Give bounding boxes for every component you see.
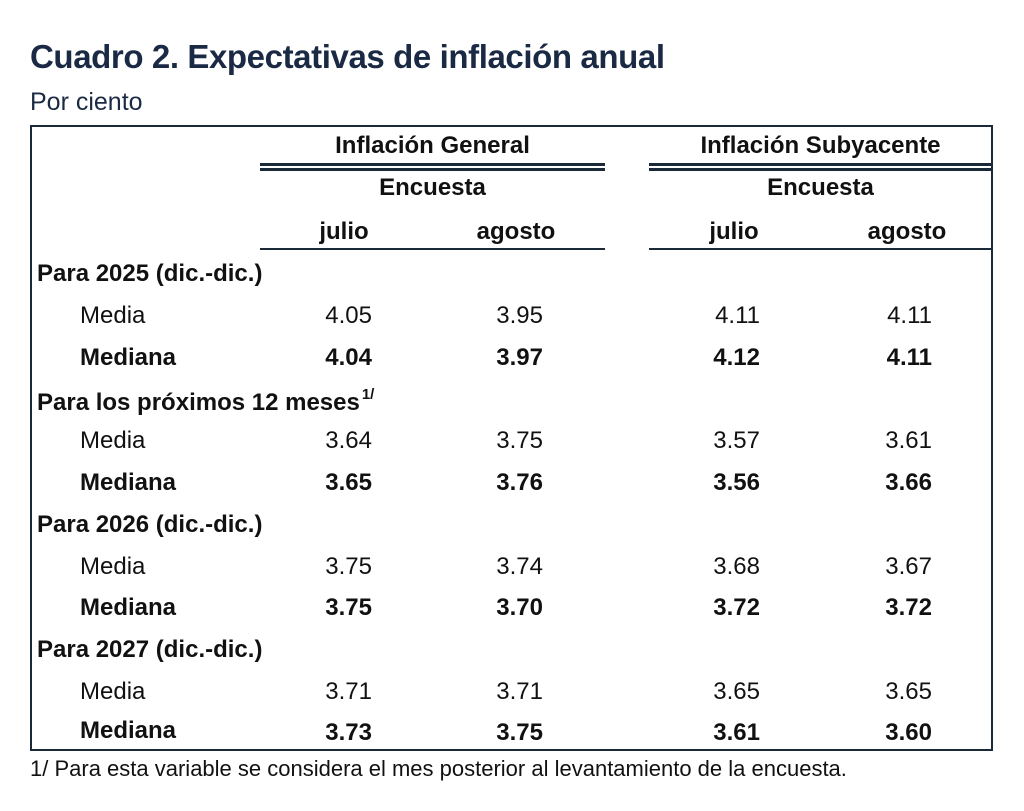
footnote: 1/ Para esta variable se considera el me… [30,756,847,781]
table-cell: 3.75 [325,594,372,621]
table-cell: 3.97 [496,344,543,371]
survey-header-general: Encuesta [379,174,486,201]
section-label-text: Para 2027 (dic.-dic.) [37,636,263,663]
month-divider-general [260,248,605,250]
table-cell: 4.11 [715,302,760,329]
survey-header-core: Encuesta [767,174,874,201]
table-cell: 3.65 [885,678,932,705]
row-label: Mediana [80,594,177,621]
table-cell: 3.61 [885,427,932,454]
table-cell: 3.64 [325,427,372,454]
month-header-core-julio: julio [709,218,759,245]
table-cell: 3.75 [496,719,543,746]
row-label: Media [80,678,146,705]
group-header-general: Inflación General [335,132,530,159]
table-cell: 3.75 [496,427,543,454]
table-cell: 3.60 [885,719,932,746]
month-header-general-agosto: agosto [476,218,556,245]
table-cell: 3.65 [713,678,760,705]
footnote-ref: 1/ [361,386,375,403]
section-label: Para 2025 (dic.-dic.) [37,260,262,288]
row-label: Mediana [80,717,177,744]
section-label-text: Para 2025 (dic.-dic.) [37,260,263,287]
group-header-core: Inflación Subyacente [700,132,941,159]
row-label: Mediana [80,344,177,371]
table-cell: 3.67 [885,553,932,580]
table-cell: 3.76 [496,469,543,496]
section-label-text: Para 2026 (dic.-dic.) [37,511,263,538]
group-divider-core [649,163,992,171]
table-cell: 3.57 [713,427,760,454]
section-label: Para los próximos 12 meses 1/ [37,386,374,417]
table-cell: 3.68 [713,553,760,580]
month-divider-core [649,248,992,250]
row-label: Media [80,302,146,329]
table-cell: 3.71 [496,678,543,705]
table-cell: 3.71 [325,678,372,705]
table-cell: 4.11 [886,344,932,371]
table-cell: 4.12 [713,344,760,371]
table-subtitle: Por ciento [30,88,143,116]
table-cell: 3.95 [496,302,543,329]
month-header-core-agosto: agosto [867,218,947,245]
month-header-general-julio: julio [319,218,369,245]
group-divider-general [260,163,605,171]
table-cell: 3.70 [496,594,543,621]
table-title: Cuadro 2. Expectativas de inflación anua… [30,38,665,75]
table-cell: 3.72 [713,594,760,621]
table-cell: 3.73 [325,719,372,746]
expectations-table: Inflación General Encuesta julio agosto … [30,125,993,751]
table-cell: 4.05 [325,302,372,329]
row-label: Media [80,553,146,580]
table-cell: 3.66 [885,469,932,496]
section-label-text: Para los próximos 12 meses [37,389,360,416]
table-cell: 3.56 [713,469,760,496]
table-cell: 3.74 [496,553,543,580]
row-label: Media [80,427,146,454]
table-cell: 3.72 [885,594,932,621]
table-cell: 4.11 [887,302,932,329]
section-label: Para 2026 (dic.-dic.) [37,511,262,539]
table-cell: 3.65 [325,469,372,496]
row-label: Mediana [80,469,177,496]
table-cell: 3.61 [713,719,760,746]
section-label: Para 2027 (dic.-dic.) [37,636,262,664]
table-cell: 4.04 [325,344,372,371]
table-cell: 3.75 [325,553,372,580]
